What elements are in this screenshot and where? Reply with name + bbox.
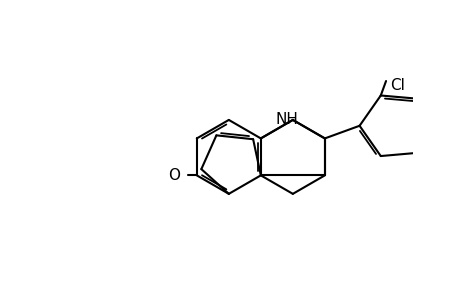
Text: O: O — [168, 168, 179, 183]
Text: NH: NH — [274, 112, 297, 128]
Text: Cl: Cl — [458, 122, 459, 136]
Text: Cl: Cl — [389, 78, 404, 93]
